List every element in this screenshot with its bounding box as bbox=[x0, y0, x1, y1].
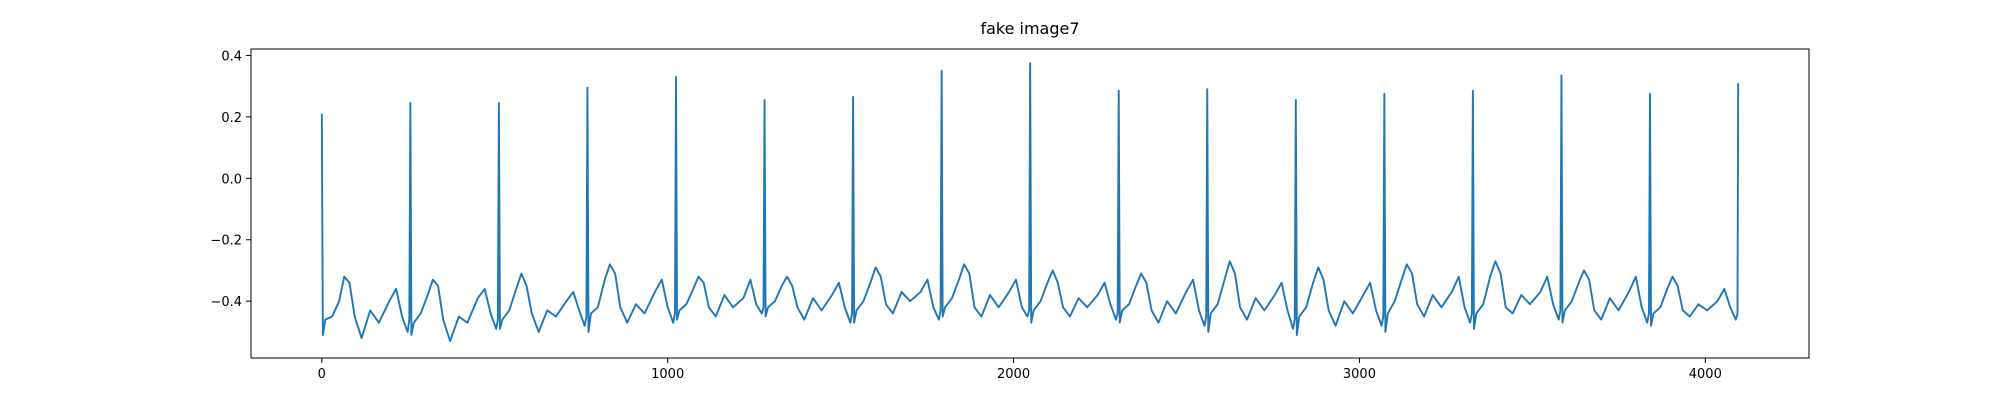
x-tick-label: 3000 bbox=[1343, 367, 1376, 382]
chart-title: fake image7 bbox=[980, 19, 1079, 38]
y-tick-label: 0.0 bbox=[221, 172, 242, 187]
x-tick-label: 2000 bbox=[997, 367, 1030, 382]
x-tick-label: 1000 bbox=[651, 367, 684, 382]
y-tick-label: 0.4 bbox=[221, 49, 242, 64]
y-tick-label: −0.2 bbox=[210, 234, 242, 249]
axes-frame bbox=[250, 48, 1810, 359]
y-tick-label: 0.2 bbox=[221, 111, 242, 126]
data-line bbox=[320, 62, 1740, 343]
x-tick-label: 0 bbox=[318, 367, 326, 382]
x-tick-label: 4000 bbox=[1689, 367, 1722, 382]
y-tick-label: −0.4 bbox=[210, 295, 242, 310]
